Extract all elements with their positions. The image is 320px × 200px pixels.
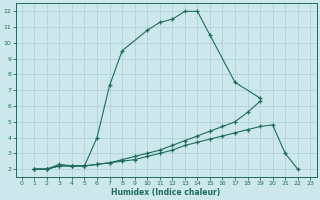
X-axis label: Humidex (Indice chaleur): Humidex (Indice chaleur)	[111, 188, 221, 197]
